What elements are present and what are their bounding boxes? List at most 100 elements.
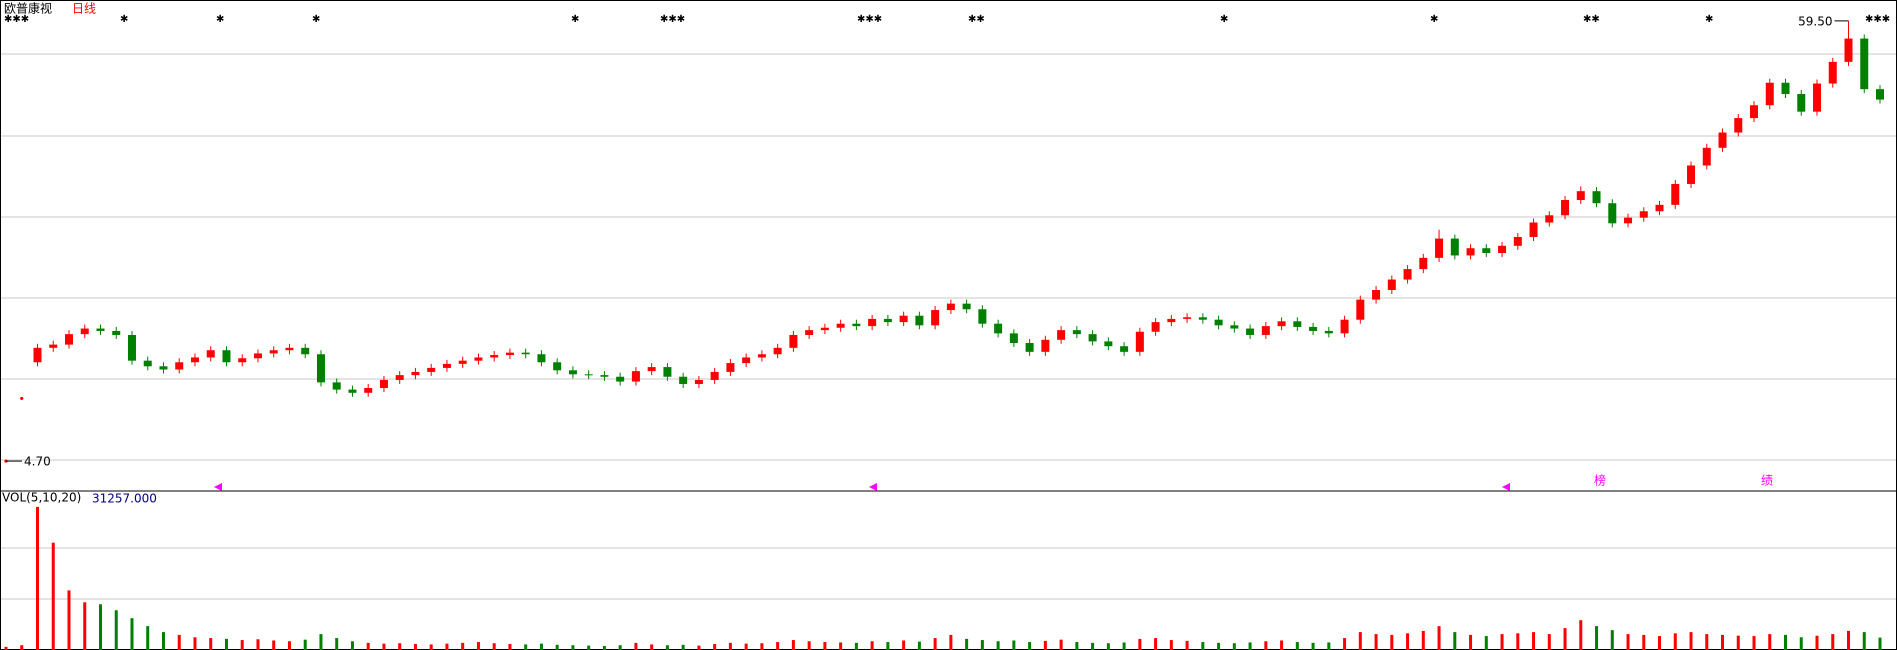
event-label: 绩 — [1761, 474, 1773, 488]
volume-bar — [823, 642, 827, 650]
candle-body — [1340, 319, 1349, 334]
volume-bar — [1106, 643, 1110, 650]
candle-body — [568, 370, 577, 375]
volume-bar — [1673, 633, 1677, 650]
candle-body — [1750, 105, 1759, 119]
event-arrow — [214, 483, 222, 491]
candle-body — [1419, 257, 1428, 270]
volume-bar — [1642, 634, 1646, 650]
candle-body — [521, 352, 530, 355]
candle-body — [663, 367, 672, 377]
candle-body — [1860, 38, 1869, 90]
candle-body — [1592, 191, 1601, 204]
candle-body — [1624, 217, 1633, 224]
volume-bar — [98, 604, 102, 650]
candle-body — [206, 350, 215, 358]
volume-bar — [303, 639, 307, 650]
volume-bar — [209, 638, 213, 650]
volume-bar — [429, 644, 433, 650]
grid — [0, 53, 1897, 600]
volume-bar — [177, 634, 181, 650]
candle-body — [49, 344, 58, 348]
volume-bar — [1232, 643, 1236, 650]
candle-body — [537, 354, 546, 363]
candle-body — [994, 323, 1003, 334]
candle-body — [647, 367, 656, 372]
volume-bar — [870, 641, 874, 650]
volume-bar — [1469, 634, 1473, 650]
volume-bar — [949, 634, 953, 650]
volume-bar — [776, 642, 780, 650]
volume-bar — [1563, 628, 1567, 650]
candle-body — [1198, 317, 1207, 320]
volume-bar — [366, 642, 370, 650]
volume-bar — [508, 644, 512, 650]
volume-bar — [287, 641, 291, 650]
volume-bar — [1264, 641, 1268, 650]
candle-body — [883, 318, 892, 323]
volume-bar — [1658, 636, 1662, 650]
volume-bar — [587, 645, 591, 650]
candle-body — [1844, 38, 1853, 62]
volume-bar — [1484, 636, 1488, 650]
candle-body — [316, 354, 325, 383]
volume-bar — [1248, 642, 1252, 650]
volume-bar — [1705, 634, 1709, 650]
candle-body — [899, 315, 908, 323]
candle-body — [1277, 321, 1286, 327]
candle-body — [1057, 330, 1066, 340]
candle-body — [1072, 330, 1081, 335]
candle-body — [852, 323, 861, 327]
volume-bar — [1532, 632, 1536, 650]
candle-body — [1246, 328, 1255, 335]
candle-body — [175, 362, 184, 370]
volume-bar — [839, 642, 843, 650]
volume-bar — [1768, 634, 1772, 650]
candle-body — [1576, 191, 1585, 201]
volume-bar — [1752, 636, 1756, 650]
candle-body — [505, 352, 514, 356]
candle-body — [442, 363, 451, 368]
candle-body — [1135, 331, 1144, 352]
volume-bar — [1012, 640, 1016, 650]
volume-bar — [571, 645, 575, 650]
candle-body — [1309, 326, 1318, 331]
candle-body — [1545, 215, 1554, 223]
volume-bar — [1689, 632, 1693, 650]
candle-body — [1403, 269, 1412, 280]
candle-body — [238, 358, 247, 363]
candle-body — [427, 367, 436, 372]
candle-body — [1261, 326, 1270, 335]
volume-bar — [602, 646, 606, 650]
volume-bar — [20, 645, 24, 650]
candle-body — [1482, 248, 1491, 254]
candle-body — [1813, 83, 1822, 112]
volume-bar — [1626, 634, 1630, 650]
volume-bar — [461, 642, 465, 650]
volume-bar — [1815, 635, 1819, 650]
candle-body — [1765, 82, 1774, 106]
annotation-label: 59.50 — [1798, 14, 1832, 28]
candle-body — [962, 303, 971, 310]
volume-bar — [1311, 642, 1315, 650]
volume-bar — [335, 638, 339, 650]
volume-value: 31257.000 — [92, 492, 157, 506]
candle-body — [1781, 82, 1790, 94]
candle-body — [820, 327, 829, 331]
volume-bar — [1831, 634, 1835, 650]
candle-body — [1687, 165, 1696, 184]
candle-body — [159, 366, 168, 370]
marker: ✱✱✱ — [660, 14, 685, 25]
candle-body — [1466, 248, 1475, 256]
volume-bar — [1437, 626, 1441, 650]
volume-bar — [650, 644, 654, 650]
volume-bar — [67, 590, 71, 650]
volume-bar — [1862, 632, 1866, 650]
marker: ✱ — [120, 14, 128, 25]
volume-bar — [1059, 639, 1063, 650]
candle-body — [553, 362, 562, 371]
volume-bar — [1169, 640, 1173, 650]
candle-body — [1639, 211, 1648, 218]
